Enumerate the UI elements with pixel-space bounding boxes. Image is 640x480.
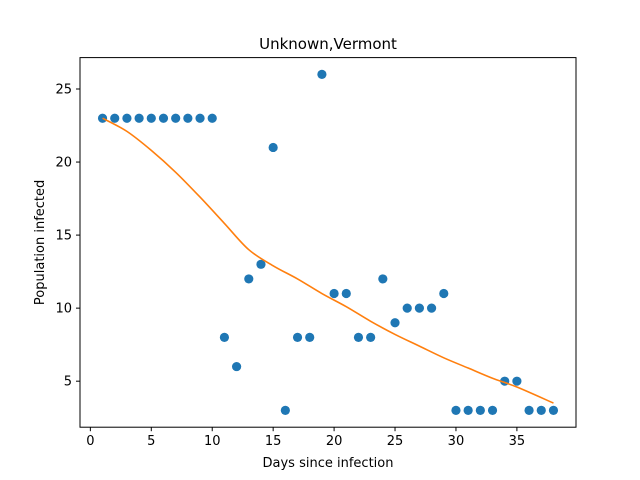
- data-point: [548, 405, 559, 415]
- x-tick-label: 30: [448, 434, 465, 449]
- data-point: [292, 332, 303, 342]
- data-point: [256, 259, 266, 269]
- data-point: [280, 405, 290, 415]
- data-point: [414, 303, 425, 313]
- y-tick-label: 20: [55, 156, 72, 171]
- data-point: [244, 274, 254, 284]
- x-tick-label: 20: [326, 434, 343, 449]
- data-point: [183, 113, 193, 123]
- data-point: [146, 113, 156, 123]
- data-point: [426, 303, 437, 313]
- data-point: [524, 405, 534, 415]
- data-point: [475, 405, 485, 415]
- data-point: [317, 69, 327, 79]
- x-tick-label: 10: [204, 434, 221, 449]
- data-point: [487, 405, 498, 415]
- data-point: [366, 332, 376, 342]
- y-tick-label: 15: [55, 229, 72, 244]
- x-tick-label: 0: [86, 434, 94, 449]
- x-axis: 0 5 10 15 20 25 30 35: [86, 427, 525, 449]
- data-point: [390, 318, 400, 328]
- data-point: [536, 405, 546, 415]
- plot-area: [97, 69, 559, 415]
- data-point: [341, 288, 351, 299]
- data-point: [195, 113, 205, 123]
- data-point: [171, 113, 181, 123]
- data-point: [463, 405, 473, 415]
- data-point: [439, 288, 449, 299]
- axes-frame: [79, 57, 577, 428]
- data-point: [110, 113, 120, 123]
- y-axis: 5 10 15 20 25: [55, 83, 80, 390]
- data-point: [207, 113, 217, 123]
- data-point: [268, 142, 278, 153]
- x-tick-label: 25: [387, 434, 404, 449]
- data-point: [158, 113, 169, 123]
- y-tick-label: 5: [64, 375, 72, 390]
- data-point: [451, 405, 461, 415]
- x-axis-label: Days since infection: [263, 456, 394, 471]
- y-tick-label: 25: [55, 83, 72, 98]
- data-point: [134, 113, 144, 123]
- data-point: [122, 113, 132, 123]
- y-tick-label: 10: [55, 302, 72, 317]
- fit-line: [102, 117, 554, 404]
- y-axis-label: Population infected: [33, 180, 48, 305]
- data-point: [219, 332, 230, 342]
- data-point: [329, 288, 339, 299]
- data-point: [231, 361, 242, 372]
- data-point: [305, 332, 315, 342]
- data-point: [378, 274, 388, 284]
- data-point: [402, 303, 412, 313]
- chart-title: Unknown,Vermont: [259, 35, 397, 53]
- data-point: [512, 376, 522, 386]
- x-tick-label: 15: [265, 434, 282, 449]
- x-tick-label: 35: [509, 434, 526, 449]
- data-point: [353, 332, 364, 342]
- x-tick-label: 5: [147, 434, 155, 449]
